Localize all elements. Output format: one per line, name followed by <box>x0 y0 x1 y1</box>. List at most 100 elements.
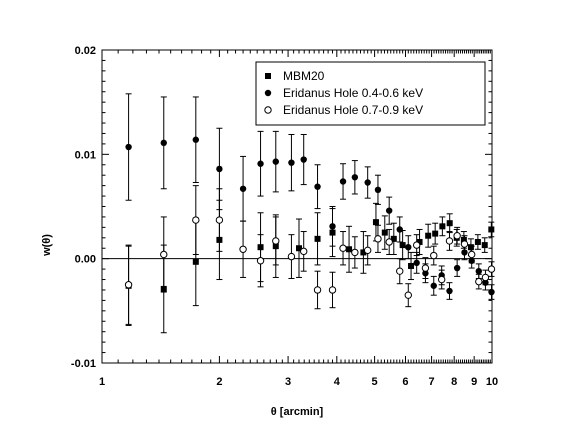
legend-label-1: MBM20 <box>283 69 325 83</box>
x-tick-label: 4 <box>334 376 341 388</box>
data-point <box>160 139 167 147</box>
y-tick-label: -0.01 <box>71 358 96 370</box>
legend-box <box>255 61 486 126</box>
series-2 <box>125 93 495 300</box>
data-point <box>390 235 397 242</box>
data-point <box>399 242 406 249</box>
data-point <box>314 183 321 190</box>
data-point <box>215 216 224 224</box>
x-tick-label: 1 <box>99 376 105 388</box>
data-point <box>385 238 393 246</box>
data-point <box>467 250 476 259</box>
data-point <box>328 286 337 294</box>
data-point <box>416 238 423 245</box>
data-point <box>445 237 454 245</box>
data-point <box>481 273 490 282</box>
y-tick-label: 0.01 <box>75 149 96 161</box>
data-point <box>467 244 474 251</box>
data-point <box>272 158 279 165</box>
data-point <box>329 223 336 230</box>
data-point <box>439 223 446 230</box>
x-tick-label: 10 <box>486 376 498 388</box>
x-tick-label: 3 <box>285 376 291 388</box>
data-point <box>481 242 488 249</box>
data-point <box>296 245 303 252</box>
legend-marker-1 <box>265 73 271 79</box>
data-point <box>372 219 379 226</box>
data-point <box>192 258 199 265</box>
data-point <box>488 288 495 296</box>
data-point <box>430 251 438 260</box>
data-point <box>192 136 200 143</box>
y-tick-label: 0.02 <box>75 45 96 57</box>
data-point <box>313 286 322 294</box>
data-point <box>239 185 247 192</box>
data-point <box>385 207 393 214</box>
data-point <box>124 281 133 289</box>
y-tick-label: 0.00 <box>75 254 96 266</box>
data-point <box>374 186 382 194</box>
x-tick-label: 7 <box>429 376 435 388</box>
data-point <box>339 178 347 185</box>
data-point <box>408 262 415 269</box>
data-point <box>475 267 482 275</box>
data-point <box>425 232 432 239</box>
data-point <box>363 246 372 255</box>
data-point <box>381 229 388 236</box>
minor-ticks <box>102 50 492 363</box>
data-point <box>300 156 307 163</box>
data-point <box>421 264 430 272</box>
data-point <box>412 241 421 249</box>
data-point <box>288 159 295 166</box>
data-point <box>351 174 359 181</box>
series-1 <box>125 199 495 334</box>
data-point <box>346 246 353 253</box>
data-point <box>216 165 223 173</box>
data-point <box>160 250 168 259</box>
data-point <box>257 160 264 167</box>
x-tick-label: 8 <box>451 376 457 388</box>
data-point <box>351 248 359 257</box>
data-point <box>474 238 481 245</box>
data-point <box>300 247 308 256</box>
data-point <box>432 230 439 237</box>
data-point <box>404 291 412 299</box>
legend-marker-2 <box>264 89 272 97</box>
legend-marker-3 <box>264 106 272 114</box>
data-marks <box>124 93 496 334</box>
series-3 <box>124 185 496 325</box>
data-point <box>287 252 296 261</box>
y-axis-title: w(θ) <box>41 234 53 257</box>
data-point <box>475 277 483 286</box>
data-point <box>453 264 461 272</box>
data-point <box>446 220 453 227</box>
data-point <box>460 240 469 248</box>
data-point <box>256 257 265 265</box>
x-tick-label: 9 <box>471 376 477 388</box>
data-point <box>430 282 437 289</box>
data-point <box>488 226 495 233</box>
data-point <box>374 235 382 243</box>
legend: MBM20 Eridanus Hole 0.4-0.6 keV Eridanus H… <box>255 61 486 126</box>
data-point <box>360 249 367 256</box>
data-point <box>405 243 412 251</box>
data-point <box>437 275 446 284</box>
x-tick-label: 2 <box>216 376 222 388</box>
data-point <box>487 265 496 273</box>
data-point <box>446 287 453 295</box>
data-point <box>239 245 247 253</box>
x-tick-label: 5 <box>372 376 378 388</box>
data-point <box>314 235 321 242</box>
data-point <box>339 244 347 252</box>
data-point <box>192 216 200 224</box>
x-axis-title: θ [arcmin] <box>271 406 324 418</box>
data-point <box>272 237 280 245</box>
data-point <box>460 236 467 243</box>
data-point <box>453 232 461 240</box>
data-point <box>364 179 371 186</box>
legend-label-3: Eridanus Hole 0.7-0.9 keV <box>283 103 423 117</box>
data-point <box>396 267 404 275</box>
legend-label-2: Eridanus Hole 0.4-0.6 keV <box>283 86 423 100</box>
data-point <box>396 226 403 233</box>
data-point <box>413 259 420 267</box>
